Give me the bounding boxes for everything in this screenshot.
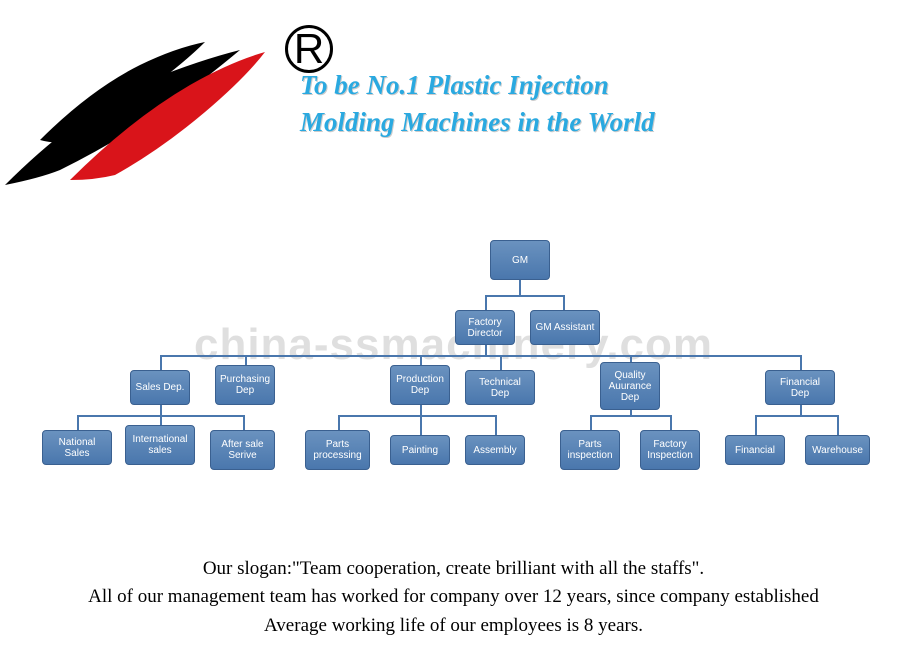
node-finc: Financial: [725, 435, 785, 465]
connector: [77, 415, 79, 430]
node-nat: National Sales: [42, 430, 112, 465]
node-after: After sale Serive: [210, 430, 275, 470]
slogan-line1: To be No.1 Plastic Injection: [300, 70, 655, 101]
connector: [160, 355, 162, 370]
footer-line3: Average working life of our employees is…: [0, 612, 907, 641]
node-sales: Sales Dep.: [130, 370, 190, 405]
connector: [243, 415, 245, 430]
header: R To be No.1 Plastic Injection Molding M…: [0, 0, 907, 200]
connector: [837, 415, 839, 435]
org-chart: GM Factory Director GM Assistant Sales Dep.…: [0, 230, 907, 480]
node-assy: Assembly: [465, 435, 525, 465]
connector: [630, 355, 632, 362]
node-parts: Parts processing: [305, 430, 370, 470]
footer-line1: Our slogan:"Team cooperation, create bri…: [0, 555, 907, 584]
node-wh: Warehouse: [805, 435, 870, 465]
connector: [800, 355, 802, 370]
connector: [500, 355, 502, 370]
node-fin: Financial Dep: [765, 370, 835, 405]
node-tech: Technical Dep: [465, 370, 535, 405]
node-ga: GM Assistant: [530, 310, 600, 345]
connector: [485, 295, 487, 310]
connector: [670, 415, 672, 430]
connector: [800, 405, 802, 415]
connector: [160, 405, 162, 415]
connector: [420, 355, 422, 365]
slogan-line2: Molding Machines in the World: [300, 107, 655, 138]
connector: [495, 415, 497, 435]
connector: [245, 355, 247, 365]
connector: [485, 295, 565, 297]
node-fd: Factory Director: [455, 310, 515, 345]
node-paint: Painting: [390, 435, 450, 465]
footer-text: Our slogan:"Team cooperation, create bri…: [0, 555, 907, 641]
node-intl: International sales: [125, 425, 195, 465]
connector: [338, 415, 340, 430]
registered-icon: R: [285, 25, 333, 73]
slogan: To be No.1 Plastic Injection Molding Mac…: [300, 70, 655, 144]
connector: [485, 345, 487, 355]
node-prod: Production Dep: [390, 365, 450, 405]
company-logo: [0, 20, 280, 190]
connector: [755, 415, 757, 435]
connector: [420, 405, 422, 415]
connector: [590, 415, 592, 430]
connector: [160, 415, 162, 425]
connector: [563, 295, 565, 310]
connector: [420, 415, 422, 435]
connector: [755, 415, 837, 417]
node-qa: Quality Auurance Dep: [600, 362, 660, 410]
node-finsp: Factory Inspection: [640, 430, 700, 470]
node-purch: Purchasing Dep: [215, 365, 275, 405]
node-pinsp: Parts inspection: [560, 430, 620, 470]
connector: [519, 280, 521, 295]
footer-line2: All of our management team has worked fo…: [0, 583, 907, 612]
connector: [160, 355, 800, 357]
connector: [590, 415, 670, 417]
node-gm: GM: [490, 240, 550, 280]
connector: [338, 415, 495, 417]
